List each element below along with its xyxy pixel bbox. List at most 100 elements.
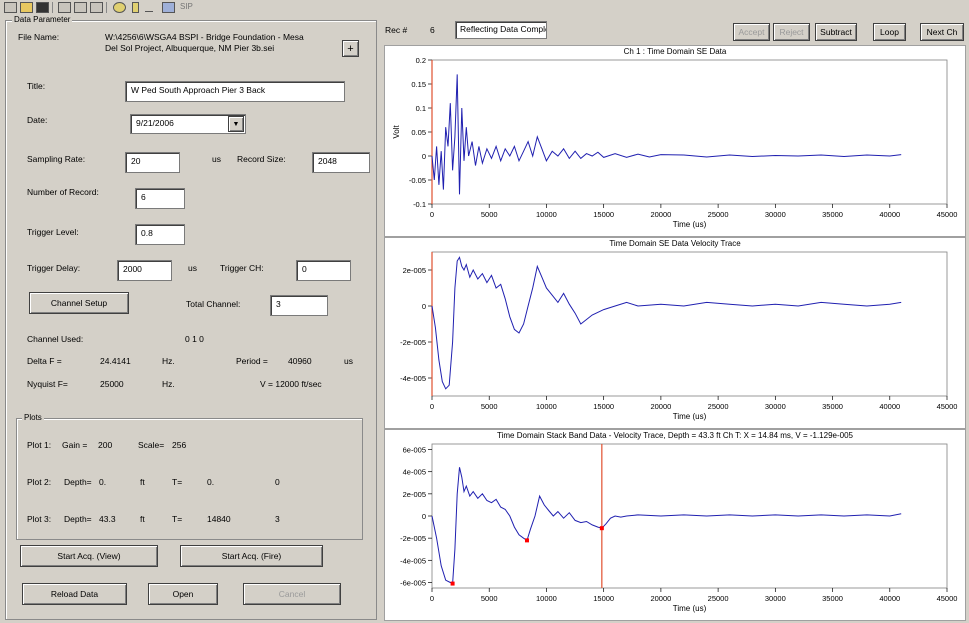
x-tick-label: 20000 — [650, 210, 671, 219]
y-tick-label: 2e-005 — [403, 490, 426, 499]
plot1-label: Plot 1: — [27, 440, 52, 450]
delta-f-label: Delta F = — [27, 356, 62, 366]
save-icon[interactable] — [36, 2, 49, 13]
x-tick-label: 15000 — [593, 402, 614, 411]
title-input[interactable]: W Ped South Approach Pier 3 Back — [125, 81, 345, 102]
red-point — [450, 581, 455, 586]
y-tick-label: -0.1 — [413, 200, 426, 209]
reload-data-button[interactable]: Reload Data — [22, 583, 127, 605]
y-tick-label: 6e-005 — [403, 446, 426, 455]
total-channel-input[interactable]: 3 — [270, 295, 328, 316]
toolbar: SIP — [0, 0, 969, 17]
x-tick-label: 15000 — [593, 210, 614, 219]
subtract-button[interactable]: Subtract — [815, 23, 857, 41]
y-tick-label: 0 — [422, 302, 426, 311]
y-tick-label: 0.05 — [411, 128, 426, 137]
cancel-button[interactable]: Cancel — [243, 583, 341, 605]
chart2-title: Time Domain SE Data Velocity Trace — [609, 239, 741, 248]
rec-value: 6 — [430, 25, 435, 35]
x-axis-label: Time (us) — [673, 220, 707, 229]
data-parameter-title: Data Parameter — [12, 15, 73, 24]
open-folder-icon[interactable] — [20, 2, 33, 13]
print-icon[interactable] — [74, 2, 87, 13]
next-ch-button[interactable]: Next Ch — [920, 23, 964, 41]
start-acq-fire-button[interactable]: Start Acq. (Fire) — [180, 545, 323, 567]
x-tick-label: 5000 — [481, 402, 498, 411]
red-point — [524, 538, 529, 543]
x-tick-label: 35000 — [822, 594, 843, 603]
y-tick-label: -0.05 — [409, 176, 426, 185]
x-tick-label: 10000 — [536, 402, 557, 411]
record-size-input[interactable]: 2048 — [312, 152, 370, 173]
plot3-t-value: 14840 — [207, 514, 231, 524]
delta-f-unit: Hz. — [162, 356, 175, 366]
x-tick-label: 15000 — [593, 594, 614, 603]
file-name-label: File Name: — [18, 32, 60, 42]
x-tick-label: 20000 — [650, 594, 671, 603]
y-tick-label: -6e-005 — [400, 578, 426, 587]
chevron-down-icon[interactable]: ▼ — [228, 116, 244, 132]
chart-line-icon[interactable] — [145, 2, 153, 12]
trigger-ch-input[interactable]: 0 — [296, 260, 351, 281]
x-tick-label: 25000 — [708, 594, 729, 603]
record-size-label: Record Size: — [237, 154, 286, 164]
channel-used-value: 0 1 0 — [185, 334, 204, 344]
chart2-svg: 2e-005 0 -2e-005 -4e-005 0 5000 10000 15000 2000… — [400, 251, 957, 421]
chart3-svg: 6e-005 4e-005 2e-005 0 -2e-005 -4e-005 -6e-005… — [400, 443, 958, 613]
series-line — [431, 467, 902, 585]
plot3-index: 3 — [275, 514, 280, 524]
loop-button[interactable]: Loop — [873, 23, 906, 41]
y-axis-label: Volt — [392, 125, 401, 139]
chart2-panel: Time Domain SE Data Velocity Trace 2e-00… — [384, 237, 966, 429]
start-acq-view-button[interactable]: Start Acq. (View) — [20, 545, 158, 567]
trigger-level-input[interactable]: 0.8 — [135, 224, 185, 245]
chart-line-icon[interactable] — [162, 2, 175, 13]
sampling-rate-unit: us — [212, 154, 221, 164]
delta-f-value: 24.4141 — [100, 356, 131, 366]
series-line — [431, 74, 902, 195]
x-tick-label: 10000 — [536, 594, 557, 603]
x-axis-label: Time (us) — [673, 412, 707, 421]
trigger-delay-input[interactable]: 2000 — [117, 260, 172, 281]
y-tick-label: 0 — [422, 512, 426, 521]
period-unit: us — [344, 356, 353, 366]
channel-setup-button[interactable]: Channel Setup — [29, 292, 129, 314]
plot3-depth-label: Depth= — [64, 514, 92, 524]
plot3-depth-value: 43.3 — [99, 514, 116, 524]
date-value: 9/21/2006 — [136, 118, 174, 128]
x-tick-label: 30000 — [765, 594, 786, 603]
x-tick-label: 45000 — [937, 594, 958, 603]
plot2-label: Plot 2: — [27, 477, 52, 487]
line-icon[interactable] — [132, 2, 139, 13]
trigger-delay-label: Trigger Delay: — [27, 263, 81, 273]
plot2-depth-unit: ft — [140, 477, 145, 487]
number-of-record-input[interactable]: 6 — [135, 188, 185, 209]
plot-area — [431, 251, 948, 397]
browse-file-button[interactable]: + — [342, 40, 359, 57]
sampling-rate-input[interactable]: 20 — [125, 152, 180, 173]
chart-icon[interactable] — [58, 2, 71, 13]
y-tick-label: 4e-005 — [403, 468, 426, 477]
plot3-t-label: T= — [172, 514, 183, 524]
open-button[interactable]: Open — [148, 583, 218, 605]
data-parameter-panel — [5, 20, 377, 620]
x-tick-label: 30000 — [765, 210, 786, 219]
plot3-label: Plot 3: — [27, 514, 52, 524]
chart1-svg: 0.2 0.15 0.1 0.05 0 -0.05 -0.1 0 5000 10000 15000 2… — [392, 56, 957, 229]
settings-icon[interactable] — [90, 2, 103, 13]
disabled-toolbar-text: SIP — [180, 2, 193, 11]
help-icon[interactable] — [113, 2, 126, 13]
y-tick-label: 0.1 — [416, 104, 426, 113]
trigger-level-label: Trigger Level: — [27, 227, 79, 237]
accept-button[interactable]: Accept — [733, 23, 770, 41]
plot1-scale-label: Scale= — [138, 440, 165, 450]
x-axis-label: Time (us) — [673, 604, 707, 613]
new-file-icon[interactable] — [4, 2, 17, 13]
x-tick-label: 40000 — [879, 594, 900, 603]
date-select[interactable]: 9/21/2006 — [130, 114, 246, 134]
plots-title: Plots — [22, 413, 44, 422]
y-tick-label: -4e-005 — [400, 556, 426, 565]
reject-button[interactable]: Reject — [773, 23, 810, 41]
sampling-rate-label: Sampling Rate: — [27, 154, 86, 164]
x-tick-label: 40000 — [879, 210, 900, 219]
